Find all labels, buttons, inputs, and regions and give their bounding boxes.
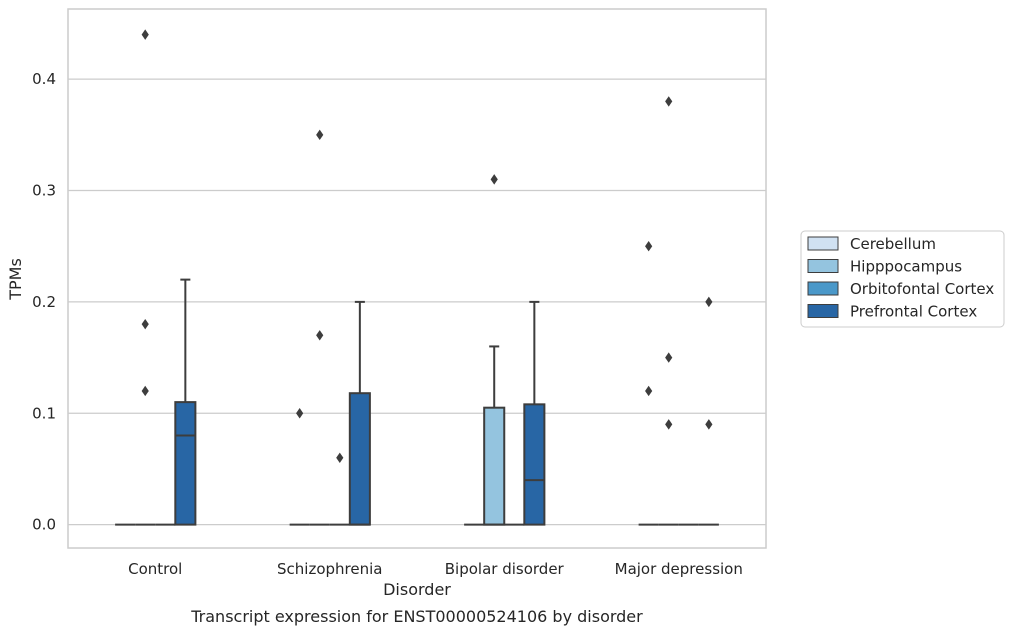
outlier-point — [645, 385, 653, 397]
y-tick-label: 0.3 — [32, 182, 56, 200]
box-1-3 — [658, 96, 679, 526]
box-3-0 — [174, 278, 197, 526]
legend-swatch — [807, 281, 839, 296]
x-axis-label: Disorder — [383, 580, 451, 599]
legend-swatch — [807, 236, 839, 251]
outlier-point — [490, 174, 498, 185]
y-tick-label: 0.1 — [32, 404, 56, 422]
box-0-1 — [289, 408, 310, 526]
x-tick-label: Major depression — [615, 560, 743, 578]
outlier-point — [336, 452, 344, 463]
plot-area-frame — [67, 8, 767, 549]
box-3-1 — [348, 300, 371, 526]
outlier-point — [705, 296, 713, 308]
outlier-point — [296, 408, 304, 419]
outlier-point — [705, 419, 713, 430]
box-body — [348, 392, 371, 526]
box-3-2 — [523, 300, 546, 526]
outlier-point — [316, 129, 324, 141]
legend-swatch — [807, 304, 839, 318]
legend-item: Orbitofontal Cortex — [807, 280, 994, 298]
outlier-point — [645, 241, 653, 252]
outlier-point — [665, 419, 673, 430]
legend-frame — [800, 230, 1005, 328]
y-axis-label: TPMs — [6, 258, 25, 301]
outlier-point — [316, 330, 324, 341]
box-body — [174, 401, 197, 526]
legend: Cerebellum Hipppocampus Orbitofontal Corte… — [800, 230, 1005, 328]
box-body — [483, 406, 506, 526]
box-0-3 — [638, 241, 659, 526]
chart-caption: Transcript expression for ENST0000052410… — [190, 607, 643, 626]
box-body — [523, 403, 546, 526]
legend-item: Prefrontal Cortex — [807, 303, 977, 321]
x-tick-label: Control — [128, 560, 182, 578]
box-1-1 — [309, 129, 330, 526]
legend-label: Cerebellum — [850, 235, 936, 253]
box-1-2 — [483, 174, 506, 526]
outlier-point — [665, 96, 673, 107]
box-2-1 — [329, 452, 350, 526]
x-tick-label: Schizophrenia — [277, 560, 382, 578]
legend-swatch — [807, 259, 839, 273]
boxes — [115, 29, 719, 526]
legend-item: Cerebellum — [807, 235, 936, 253]
legend-item: Hipppocampus — [807, 258, 962, 276]
x-tick-labels: Control Schizophrenia Bipolar disorder Majo… — [128, 560, 743, 578]
outlier-point — [141, 385, 149, 397]
gridlines — [68, 78, 766, 526]
outlier-point — [665, 352, 673, 363]
y-tick-label: 0.0 — [32, 516, 56, 534]
box-1-0 — [135, 29, 156, 526]
y-tick-label: 0.2 — [32, 293, 56, 311]
x-tick-label: Bipolar disorder — [445, 560, 565, 578]
legend-label: Prefrontal Cortex — [850, 303, 977, 321]
box-3-3 — [698, 296, 719, 526]
y-tick-labels: 0.0 0.1 0.2 0.3 0.4 — [32, 70, 56, 533]
legend-label: Orbitofontal Cortex — [850, 280, 994, 298]
outlier-point — [141, 318, 149, 330]
outlier-point — [141, 29, 149, 40]
y-tick-label: 0.4 — [32, 70, 56, 88]
legend-label: Hipppocampus — [850, 258, 962, 276]
